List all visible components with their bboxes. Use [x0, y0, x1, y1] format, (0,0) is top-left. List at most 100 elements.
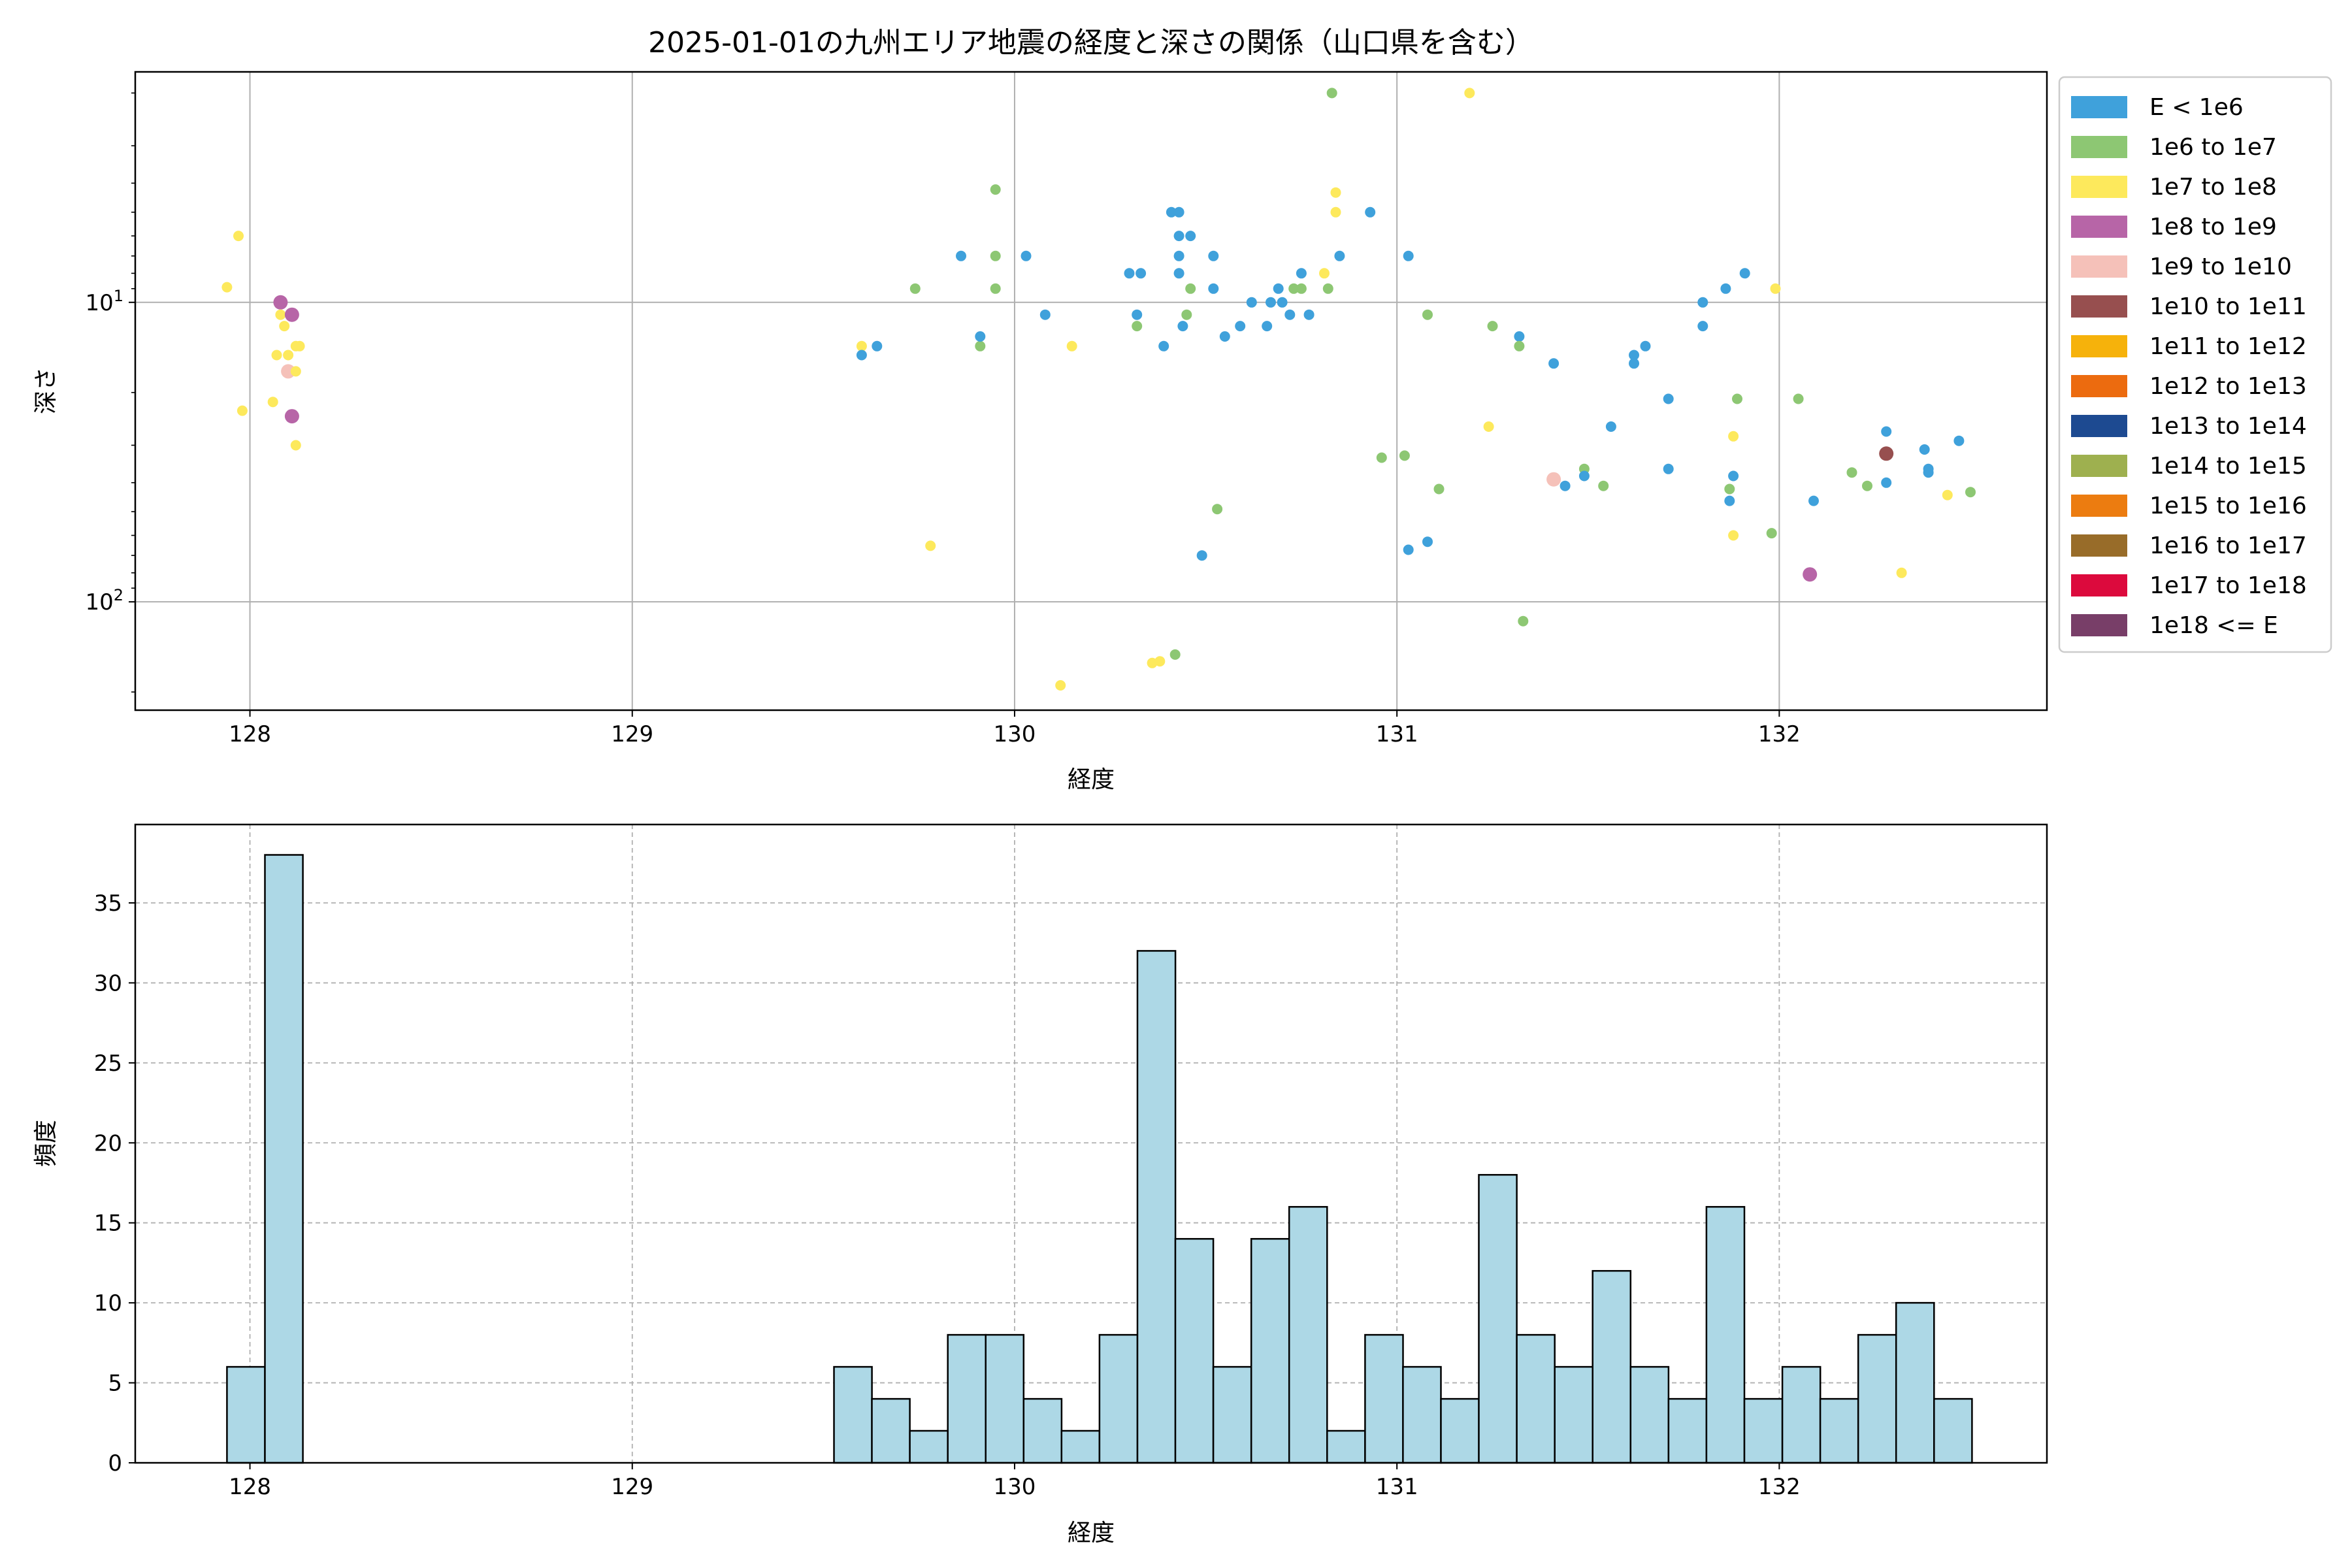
legend-swatch	[2071, 375, 2127, 397]
scatter-point	[1330, 206, 1341, 218]
scatter-point	[1663, 393, 1674, 404]
scatter-point	[956, 250, 966, 261]
scatter-ticks: 128 129 130 131 132 101 102	[85, 92, 1801, 747]
legend-swatch	[2071, 176, 2127, 198]
scatter-point	[1066, 340, 1077, 351]
scatter-point	[1942, 489, 1953, 500]
scatter-point	[1881, 477, 1892, 488]
legend-label: 1e14 to 1e15	[2149, 453, 2307, 480]
histogram-bar	[1933, 1397, 1973, 1464]
scatter-point	[1518, 615, 1529, 627]
scatter-point	[1879, 446, 1894, 461]
histogram-ticks: 128 129 130 131 132 0 5 10 15 20 25 30 35	[94, 890, 1801, 1500]
histogram-bar	[1895, 1301, 1935, 1464]
scatter-point	[1728, 530, 1739, 541]
scatter-point	[990, 283, 1001, 294]
scatter-point	[1273, 283, 1284, 294]
histogram-xtick-label: 130	[994, 1474, 1036, 1500]
scatter-ytick-label: 102	[85, 586, 123, 615]
scatter-legend: E < 1e6 1e6 to 1e7 1e7 to 1e8 1e8 to 1e9 1e9…	[2058, 76, 2332, 653]
scatter-point	[1965, 487, 1976, 498]
legend-label: 1e13 to 1e14	[2149, 413, 2307, 440]
histogram-xtick-label: 129	[611, 1474, 653, 1500]
scatter-point	[1284, 309, 1296, 320]
histogram-xtick-label: 132	[1758, 1474, 1801, 1500]
scatter-point	[1185, 231, 1196, 242]
scatter-point	[1124, 268, 1135, 279]
histogram-bar	[1516, 1333, 1556, 1464]
scatter-point	[1365, 206, 1376, 218]
scatter-point	[1158, 340, 1169, 351]
legend-swatch	[2071, 415, 2127, 437]
histogram-bar	[1781, 1365, 1821, 1464]
histogram-plot-frame	[134, 823, 2048, 1464]
scatter-point	[1326, 88, 1337, 99]
scatter-point	[1728, 470, 1739, 482]
scatter-xlabel: 経度	[1068, 766, 1115, 793]
scatter-point	[1208, 283, 1219, 294]
scatter-point	[1846, 467, 1857, 478]
scatter-point	[1403, 544, 1414, 555]
histogram-bar	[1705, 1205, 1746, 1464]
scatter-point	[1376, 452, 1387, 463]
scatter-point	[1953, 435, 1965, 446]
scatter-point	[273, 295, 288, 310]
scatter-point	[1422, 309, 1433, 320]
legend-label: E < 1e6	[2149, 94, 2244, 121]
scatter-point	[1433, 483, 1445, 495]
scatter-point	[1403, 250, 1414, 261]
scatter-point	[1296, 268, 1307, 279]
histogram-bar	[1364, 1333, 1404, 1464]
histogram-bar	[1667, 1397, 1708, 1464]
histogram-xlabel: 経度	[1068, 1520, 1115, 1546]
scatter-point	[1732, 393, 1742, 404]
legend-label: 1e12 to 1e13	[2149, 373, 2307, 400]
scatter-xtick-label: 128	[229, 721, 271, 747]
scatter-point	[1770, 283, 1781, 294]
scatter-chart: 2025-01-01の九州エリア地震の経度と深さの関係（山口県を含む） 128 1…	[33, 26, 2332, 793]
histogram-bar	[1326, 1429, 1366, 1464]
histogram-bar	[1592, 1269, 1632, 1464]
legend-label: 1e6 to 1e7	[2149, 134, 2277, 161]
histogram-bar	[1629, 1365, 1670, 1464]
scatter-point	[1185, 283, 1196, 294]
scatter-point	[1629, 350, 1639, 361]
histogram-ytick-label: 5	[108, 1371, 122, 1397]
legend-swatch	[2071, 136, 2127, 158]
histogram-bar	[1288, 1205, 1328, 1464]
scatter-point	[237, 405, 248, 416]
legend-swatch	[2071, 495, 2127, 517]
scatter-ytick-label: 101	[85, 287, 123, 316]
histogram-ytick-label: 25	[94, 1051, 122, 1077]
scatter-point	[294, 340, 305, 351]
scatter-point	[271, 350, 282, 361]
scatter-point	[1663, 463, 1674, 474]
scatter-point	[1021, 250, 1032, 261]
legend-label: 1e7 to 1e8	[2149, 174, 2277, 201]
scatter-point	[281, 364, 296, 379]
scatter-point	[290, 440, 301, 451]
scatter-point	[1277, 297, 1288, 308]
scatter-xtick-label: 131	[1376, 721, 1418, 747]
histogram-bar	[947, 1333, 987, 1464]
scatter-point	[1262, 321, 1273, 332]
histogram-bar	[1440, 1397, 1480, 1464]
scatter-point	[279, 321, 290, 332]
histogram-ytick-label: 35	[94, 890, 122, 917]
legend-frame	[2058, 76, 2332, 653]
legend-label: 1e18 <= E	[2149, 612, 2278, 639]
histogram-bar	[1743, 1397, 1784, 1464]
legend-label: 1e8 to 1e9	[2149, 214, 2277, 240]
scatter-point	[872, 340, 883, 351]
histogram-bar	[226, 1365, 266, 1464]
histogram-ytick-label: 30	[94, 970, 122, 996]
scatter-point	[1724, 483, 1735, 495]
histogram-bar	[1857, 1333, 1897, 1464]
histogram-bar	[1136, 950, 1177, 1464]
scatter-point	[1322, 283, 1333, 294]
histogram-xtick-label: 128	[229, 1474, 271, 1500]
scatter-point	[275, 309, 286, 320]
scatter-point	[1514, 331, 1525, 342]
legend-label: 1e15 to 1e16	[2149, 493, 2307, 519]
